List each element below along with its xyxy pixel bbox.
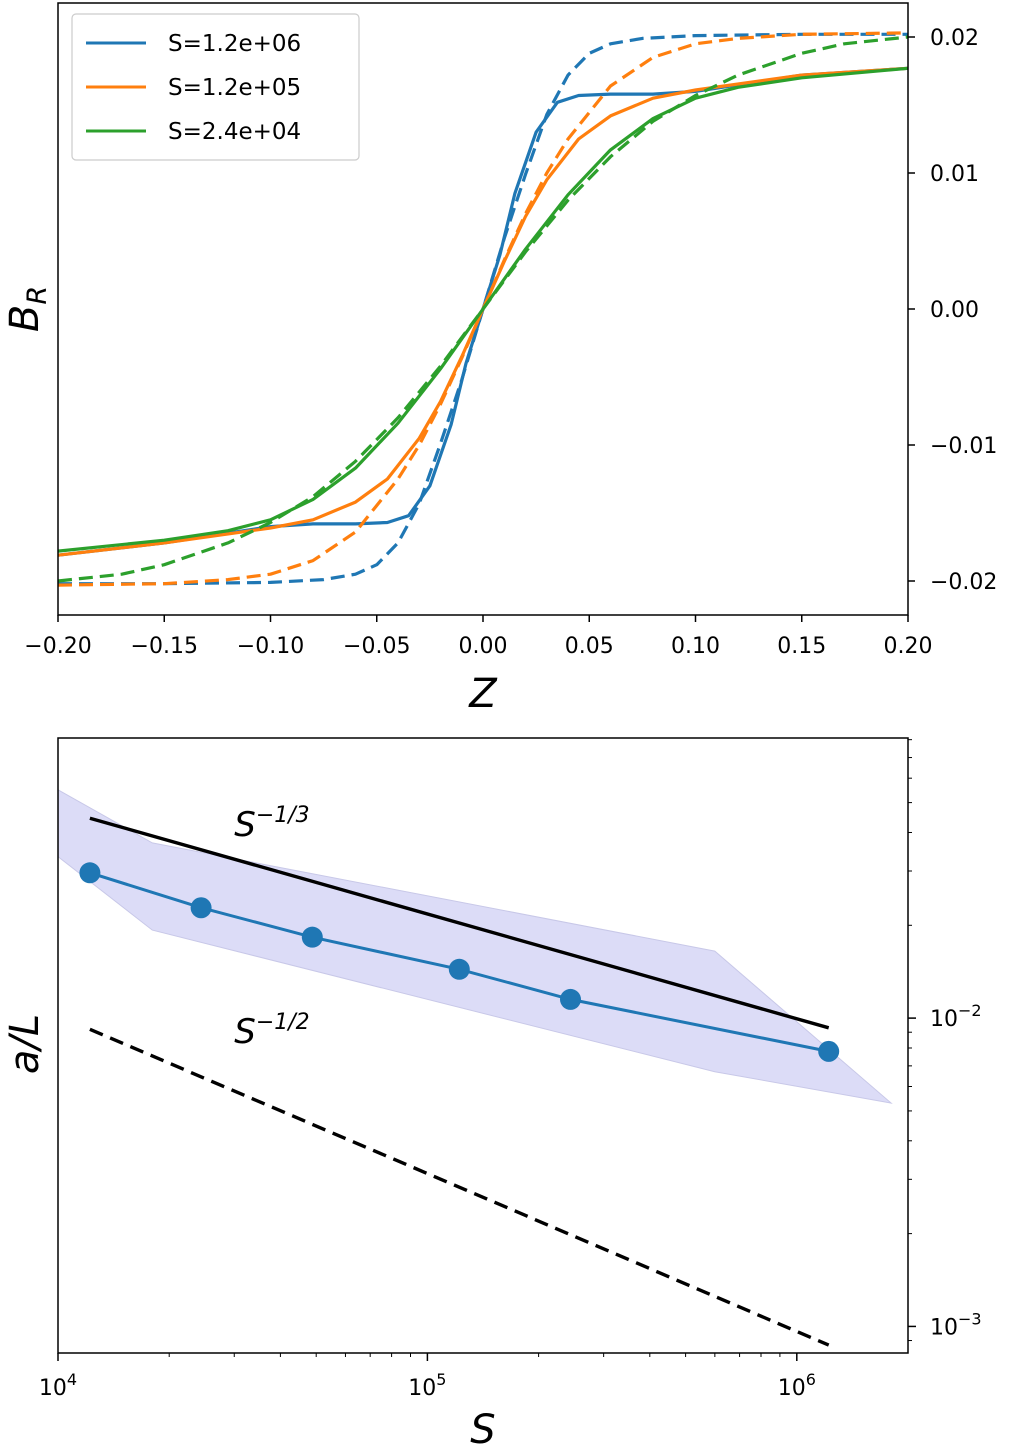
top-y-ticks: 0.02 0.01 0.00 −0.01 −0.02 <box>908 26 997 595</box>
br-vs-z-chart: −0.20 −0.15 −0.10 −0.05 0.00 0.05 0.10 0.15 0.20… <box>2 2 997 717</box>
x-tick-label: 0.20 <box>884 634 933 659</box>
bottom-plot-frame <box>57 737 909 1354</box>
reference-label-base: S <box>234 805 256 845</box>
y-tick-label: 0.01 <box>930 162 979 187</box>
bottom-x-axis-label: S <box>470 1407 495 1453</box>
x-tick-label: 0.10 <box>671 634 720 659</box>
y-tick-label-base: 10 <box>930 1315 958 1340</box>
data-point <box>190 897 212 919</box>
x-tick-label: −0.05 <box>343 634 410 659</box>
legend-box <box>71 13 360 161</box>
y-tick-label: −0.01 <box>930 434 997 459</box>
uncertainty-band <box>57 788 893 1104</box>
x-tick-label-exp: 4 <box>67 1370 77 1389</box>
top-y-axis-label: BR <box>2 286 53 332</box>
legend-entry: S=1.2e+05 <box>86 75 301 101</box>
al-vs-s-chart: S−1/3S−1/2 104 105 106 10−210−3 S a/L <box>2 737 982 1453</box>
reference-label-exp: −1/3 <box>256 803 310 828</box>
bottom-y-ticks: 10−210−3 <box>908 739 982 1342</box>
y-tick-label: 10−3 <box>930 1309 982 1340</box>
reference-line-label: S−1/3 <box>234 803 309 845</box>
legend-label: S=1.2e+05 <box>168 75 301 101</box>
bottom-series-marks: S−1/3S−1/2 <box>57 788 893 1347</box>
top-y-label-sub: R <box>22 286 53 305</box>
x-tick-label-base: 10 <box>408 1376 436 1401</box>
data-point <box>818 1040 840 1062</box>
y-tick-label: 10−2 <box>930 1001 982 1032</box>
reference-line-label: S−1/2 <box>234 1010 309 1052</box>
x-tick-label: −0.20 <box>24 634 91 659</box>
data-point <box>79 862 101 884</box>
data-point <box>560 988 582 1010</box>
reference-label-exp: −1/2 <box>256 1010 310 1035</box>
reference-label-base: S <box>234 1012 256 1052</box>
x-tick-label: 106 <box>778 1370 816 1401</box>
y-tick-label: 0.02 <box>930 26 979 51</box>
series-line <box>89 871 829 1053</box>
top-x-ticks: −0.20 −0.15 −0.10 −0.05 0.00 0.05 0.10 0.15 0.20 <box>24 615 932 659</box>
series-line-solid <box>57 66 909 553</box>
legend: S=1.2e+06 S=1.2e+05 S=2.4e+04 <box>71 13 360 161</box>
x-tick-label: 0.05 <box>565 634 614 659</box>
x-tick-label: −0.15 <box>131 634 198 659</box>
x-tick-label: 104 <box>39 1370 77 1401</box>
y-tick-label: −0.02 <box>930 570 997 595</box>
x-tick-label: 105 <box>408 1370 446 1401</box>
x-tick-label-exp: 5 <box>436 1370 446 1389</box>
x-tick-label: 0.00 <box>459 634 508 659</box>
y-tick-label-exp: −2 <box>958 1001 982 1020</box>
reference-line-dashed <box>89 1027 830 1347</box>
legend-label: S=1.2e+06 <box>168 31 301 57</box>
legend-label: S=2.4e+04 <box>168 119 301 145</box>
legend-entry: S=2.4e+04 <box>86 119 301 145</box>
x-tick-label-base: 10 <box>39 1376 67 1401</box>
legend-entry: S=1.2e+06 <box>86 31 301 57</box>
x-tick-label-exp: 6 <box>806 1370 816 1389</box>
x-tick-label: −0.10 <box>237 634 304 659</box>
y-tick-label-base: 10 <box>930 1007 958 1032</box>
top-x-axis-label: Z <box>468 671 498 717</box>
data-point <box>448 958 470 980</box>
bottom-x-ticks: 104 105 106 <box>39 1353 816 1401</box>
reference-line-solid <box>89 816 830 1030</box>
y-tick-label: 0.00 <box>930 298 979 323</box>
top-y-label-base: B <box>2 305 48 332</box>
x-tick-label: 0.15 <box>777 634 826 659</box>
top-series-lines <box>57 31 909 587</box>
bottom-y-axis-label: a/L <box>2 1014 48 1074</box>
data-point <box>301 926 323 948</box>
x-tick-label-base: 10 <box>778 1376 806 1401</box>
y-tick-label-exp: −3 <box>958 1309 982 1328</box>
